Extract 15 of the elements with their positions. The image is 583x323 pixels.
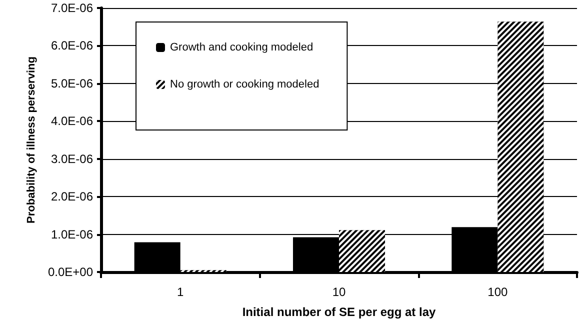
x-axis-title: Initial number of SE per egg at lay [242,305,436,319]
y-tick-label: 5.0E-06 [50,76,94,90]
y-tick-label: 7.0E-06 [50,1,94,15]
x-tick-label: 100 [488,285,508,299]
legend-label: Growth and cooking modeled [170,42,314,54]
y-tick-label: 3.0E-06 [50,152,94,166]
y-axis-title: Probability of illness perserving [26,56,38,224]
y-tick-label: 2.0E-06 [50,190,94,204]
x-tick-label: 10 [332,285,346,299]
y-tick-label: 0.0E+00 [48,265,94,279]
y-tick-label: 4.0E-06 [50,114,94,128]
legend-label: No growth or cooking modeled [170,78,320,90]
x-tick-label: 1 [176,285,184,299]
y-tick-label: 1.0E-06 [50,227,94,242]
y-tick-label: 6.0E-06 [50,38,94,53]
